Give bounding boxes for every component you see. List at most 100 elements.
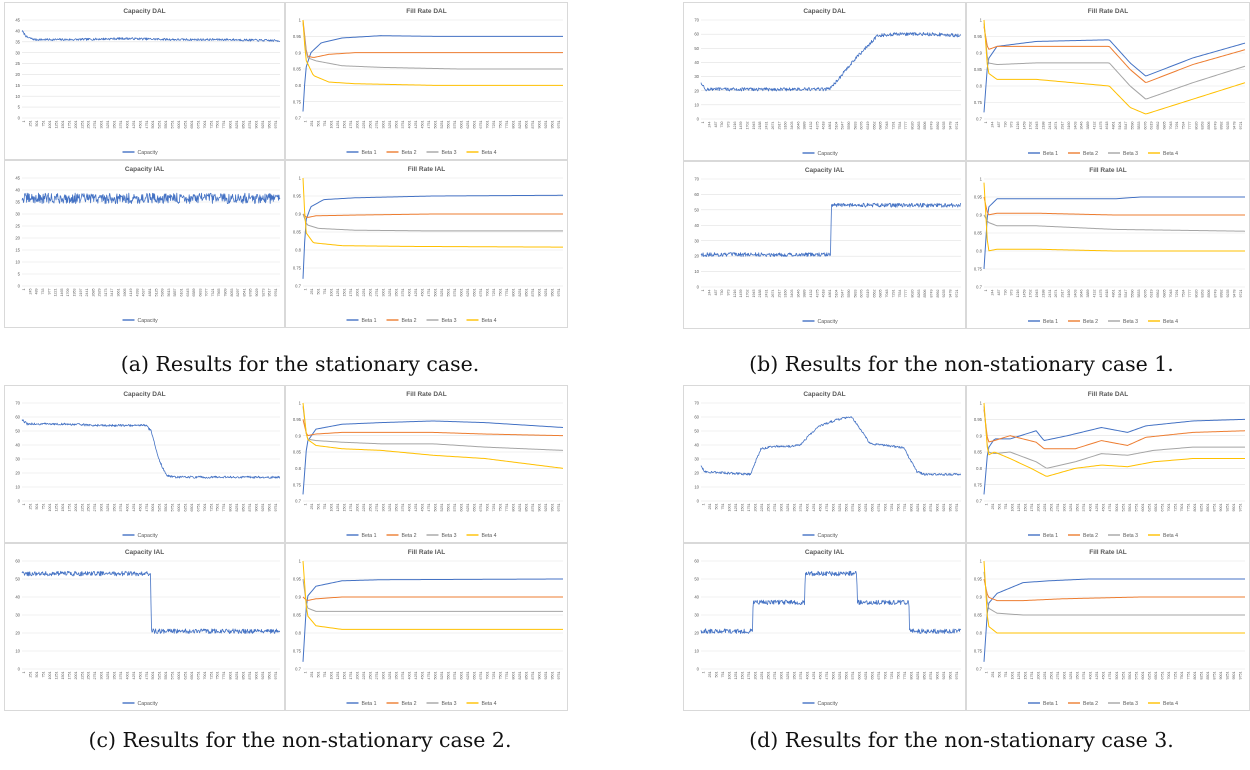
x-tick-label: 3501 bbox=[394, 672, 398, 680]
x-tick-label: 3751 bbox=[401, 504, 405, 512]
x-tick-label: 751 bbox=[323, 289, 327, 295]
x-tick-label: 4001 bbox=[125, 504, 129, 512]
x-tick-label: 3001 bbox=[381, 289, 385, 297]
y-tick-label: 0.7 bbox=[295, 667, 301, 672]
x-tick-label: 501 bbox=[997, 672, 1001, 678]
x-tick-label: 2501 bbox=[368, 121, 372, 129]
x-tick-label: 6501 bbox=[472, 121, 476, 129]
x-tick-label: 3251 bbox=[1069, 672, 1073, 680]
x-tick-label: 6251 bbox=[864, 504, 868, 512]
x-tick-label: 6751 bbox=[1160, 504, 1164, 512]
x-tick-label: 4637 bbox=[142, 289, 146, 297]
x-tick-label: 751 bbox=[323, 121, 327, 127]
x-tick-label: 5001 bbox=[433, 504, 437, 512]
chart-title: Capacity IAL bbox=[125, 166, 164, 173]
x-tick-label: 9001 bbox=[1219, 672, 1223, 680]
x-tick-label: 1751 bbox=[747, 504, 751, 512]
legend-label: Beta 3 bbox=[1123, 319, 1138, 325]
x-tick-label: 3501 bbox=[1076, 672, 1080, 680]
x-tick-label: 6001 bbox=[177, 672, 181, 680]
x-tick-label: 9235 bbox=[942, 122, 946, 130]
x-tick-label: 5613 bbox=[167, 289, 171, 297]
x-tick-label: 4251 bbox=[132, 672, 136, 680]
x-tick-label: 244 bbox=[708, 290, 712, 296]
x-tick-label: 2251 bbox=[1043, 672, 1047, 680]
y-tick-label: 40 bbox=[15, 443, 20, 448]
x-tick-label: 4861 bbox=[1112, 122, 1116, 130]
y-tick-label: 70 bbox=[694, 18, 699, 23]
x-tick-label: 8251 bbox=[235, 672, 239, 680]
y-tick-label: 0.8 bbox=[295, 466, 301, 471]
x-tick-label: 8251 bbox=[518, 121, 522, 129]
chart-border bbox=[683, 161, 966, 329]
legend-label: Beta 1 bbox=[362, 533, 377, 539]
x-tick-label: 4751 bbox=[1108, 504, 1112, 512]
x-tick-label: 1 bbox=[984, 504, 988, 506]
x-tick-label: 2251 bbox=[1043, 504, 1047, 512]
chart-title: Capacity DAL bbox=[123, 391, 165, 398]
y-tick-label: 0.95 bbox=[293, 194, 302, 199]
x-tick-label: 8751 bbox=[929, 504, 933, 512]
x-tick-label: 6751 bbox=[479, 672, 483, 680]
x-tick-label: 2001 bbox=[753, 672, 757, 680]
y-tick-label: 1 bbox=[299, 176, 302, 181]
x-tick-label: 1953 bbox=[72, 289, 76, 297]
chart-title: Capacity DAL bbox=[803, 391, 845, 398]
x-tick-label: 2001 bbox=[355, 672, 359, 680]
x-tick-label: 3751 bbox=[401, 672, 405, 680]
x-tick-label: 6751 bbox=[1160, 672, 1164, 680]
x-tick-label: 487 bbox=[997, 122, 1001, 128]
x-tick-label: 501 bbox=[316, 672, 320, 678]
x-tick-label: 4751 bbox=[145, 121, 149, 129]
x-tick-label: 9235 bbox=[1226, 122, 1230, 130]
x-tick-label: 1251 bbox=[734, 672, 738, 680]
x-tick-label: 4251 bbox=[414, 672, 418, 680]
x-tick-label: 2501 bbox=[368, 672, 372, 680]
x-tick-label: 5501 bbox=[446, 289, 450, 297]
x-tick-label: 8251 bbox=[235, 121, 239, 129]
y-tick-label: 1 bbox=[980, 177, 983, 182]
x-tick-label: 973 bbox=[727, 122, 731, 128]
x-tick-label: 4375 bbox=[1099, 122, 1103, 130]
x-tick-label: 7751 bbox=[222, 672, 226, 680]
x-tick-label: 7565 bbox=[217, 289, 221, 297]
y-tick-label: 5 bbox=[18, 105, 21, 110]
x-tick-label: 5347 bbox=[841, 122, 845, 130]
x-tick-label: 4501 bbox=[138, 121, 142, 129]
y-tick-label: 25 bbox=[15, 224, 20, 229]
x-tick-label: 8020 bbox=[1194, 290, 1198, 298]
series-line bbox=[302, 419, 564, 437]
x-tick-label: 5751 bbox=[453, 289, 457, 297]
x-tick-label: 6751 bbox=[479, 289, 483, 297]
x-tick-label: 2917 bbox=[1061, 122, 1065, 130]
x-tick-label: 4251 bbox=[132, 121, 136, 129]
x-tick-label: 8501 bbox=[524, 121, 528, 129]
x-tick-label: 1465 bbox=[60, 289, 64, 297]
chart-border bbox=[4, 385, 285, 543]
x-tick-label: 8001 bbox=[511, 289, 515, 297]
x-tick-label: 1751 bbox=[1030, 504, 1034, 512]
x-tick-label: 4251 bbox=[414, 289, 418, 297]
x-tick-label: 5501 bbox=[446, 121, 450, 129]
chart-border bbox=[285, 160, 568, 328]
y-tick-label: 0.8 bbox=[295, 248, 301, 253]
y-tick-label: 20 bbox=[15, 236, 20, 241]
x-tick-label: 5251 bbox=[838, 672, 842, 680]
series-line bbox=[302, 213, 563, 232]
x-tick-label: 1001 bbox=[48, 672, 52, 680]
x-tick-label: 1751 bbox=[747, 672, 751, 680]
x-tick-label: 2197 bbox=[79, 289, 83, 297]
x-tick-label: 1 bbox=[303, 672, 307, 674]
x-tick-label: 9721 bbox=[1239, 290, 1243, 298]
x-tick-label: 1251 bbox=[1017, 671, 1021, 679]
x-tick-label: 4501 bbox=[138, 672, 142, 680]
x-tick-label: 1 bbox=[22, 289, 26, 291]
series-line bbox=[302, 35, 563, 112]
legend-label: Beta 2 bbox=[402, 150, 417, 156]
x-tick-label: 8263 bbox=[1201, 290, 1205, 298]
x-tick-label: 7751 bbox=[903, 504, 907, 512]
y-tick-label: 20 bbox=[15, 72, 20, 77]
